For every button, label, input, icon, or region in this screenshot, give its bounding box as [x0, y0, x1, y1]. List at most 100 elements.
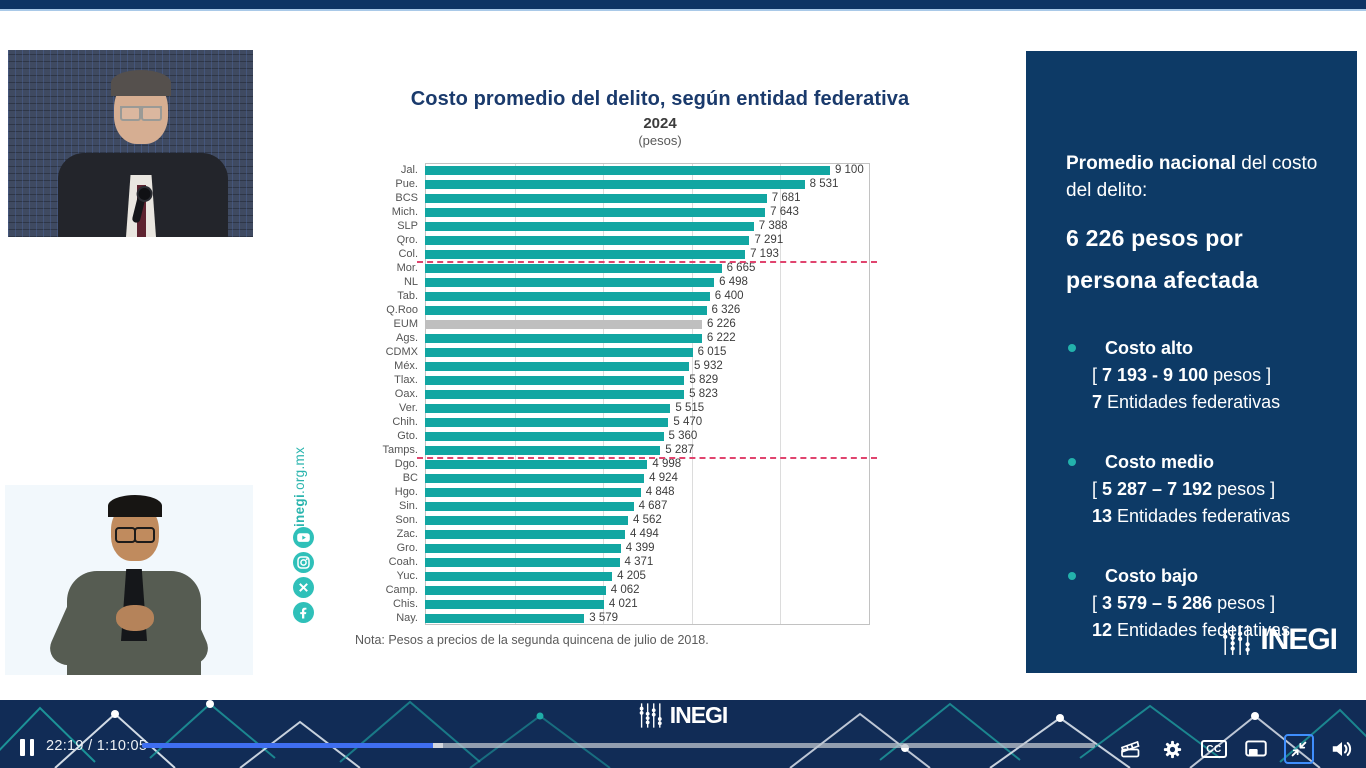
chart-bar-row: Tab. 6 400	[367, 289, 870, 303]
value-label: 5 470	[673, 416, 703, 428]
inegi-watermark: inegi.org.mx	[292, 415, 318, 645]
summary-panel: Promedio nacional del costo del delito: …	[1026, 51, 1357, 673]
chart-bar-row: Son. 4 562	[367, 513, 870, 527]
value-label: 6 498	[719, 276, 748, 288]
category-label: Pue.	[395, 178, 418, 190]
bar	[425, 515, 628, 525]
value-label: 4 562	[633, 514, 662, 526]
inegi-url-vertical-text: inegi.org.mx	[292, 446, 307, 527]
inegi-logo-text: INEGI	[1260, 623, 1338, 656]
value-label: 7 193	[750, 248, 779, 260]
chart-bar-row: Hgo. 4 848	[367, 485, 870, 499]
value-label: 6 326	[711, 304, 741, 316]
category-label: Dgo.	[394, 458, 418, 470]
chart-bar-row: Sin. 4 687	[367, 499, 870, 513]
bullet-icon	[1068, 571, 1076, 580]
bar	[425, 487, 641, 497]
bar-rows: Jal. 9 100 Pue. 8 531 BCS 7 681 Mich. 7 643 SLP 7…	[367, 163, 870, 625]
bar	[425, 613, 585, 623]
volume-icon[interactable]	[1328, 735, 1356, 763]
chart-bar-row: Jal. 9 100	[367, 163, 870, 177]
chart-subtitle-year: 2024	[643, 115, 677, 132]
closed-captions-icon[interactable]: CC	[1200, 735, 1228, 763]
category-label: Hgo.	[394, 486, 418, 498]
bar	[425, 305, 707, 315]
value-label: 4 371	[624, 556, 654, 568]
national-average-intro: Promedio nacional del costo del delito:	[1066, 153, 1318, 201]
bullet-costo-medio: Costo medio [ 5 287 – 7 192 pesos ] 13 E…	[1066, 449, 1323, 530]
bullet-icon	[1068, 343, 1076, 352]
seek-bar[interactable]	[142, 743, 1095, 748]
seek-progress	[142, 743, 433, 748]
bullet-icon	[1068, 457, 1076, 466]
presenter-glasses	[120, 106, 162, 121]
category-label: Qro.	[396, 234, 418, 246]
bar	[425, 473, 645, 483]
chart-bar-row: BCS 7 681	[367, 191, 870, 205]
chart-bar-row: Oax. 5 823	[367, 387, 870, 401]
value-label: 4 687	[638, 500, 668, 512]
category-label: Sin.	[399, 500, 418, 512]
bar	[425, 417, 669, 427]
chart-bar-row: Mich. 7 643	[367, 205, 870, 219]
time-display: 22:19 / 1:10:05	[46, 738, 148, 754]
chart-bar-row: Ags. 6 222	[367, 331, 870, 345]
exit-fullscreen-button[interactable]	[1284, 734, 1314, 764]
value-label: 6 015	[697, 346, 727, 358]
value-label: 5 823	[689, 388, 718, 400]
bar	[425, 445, 661, 455]
category-label: Ver.	[399, 402, 418, 414]
category-label: Tlax.	[394, 374, 418, 386]
picture-in-picture-icon[interactable]	[1242, 735, 1270, 763]
chart-bar-row: Tamps. 5 287	[367, 443, 870, 457]
chart-bar-row: Dgo. 4 998	[367, 457, 870, 471]
category-label: Chis.	[392, 598, 418, 610]
category-label: BCS	[395, 192, 418, 204]
bar	[425, 277, 715, 287]
group-divider-line	[417, 457, 877, 459]
category-label: Camp.	[385, 584, 418, 596]
chart-bar-row: Gto. 5 360	[367, 429, 870, 443]
chart-bar-row: Ver. 5 515	[367, 401, 870, 415]
category-label: Mor.	[396, 262, 418, 274]
player-bottom-bar: INEGI 22:19 / 1:10:05	[0, 700, 1366, 768]
bar	[425, 431, 664, 441]
category-label: Son.	[395, 514, 418, 526]
value-label: 4 998	[652, 458, 682, 470]
facebook-icon	[293, 602, 314, 623]
category-label: Q.Roo	[386, 304, 418, 316]
value-label: 6 226	[707, 318, 736, 330]
category-label: Col.	[398, 248, 418, 260]
chart-bar-row: Chis. 4 021	[367, 597, 870, 611]
settings-gear-icon[interactable]	[1158, 735, 1186, 763]
chart-bar-row: EUM 6 226	[367, 317, 870, 331]
presenter-hair	[111, 70, 171, 96]
inegi-logo-bottom: INEGI	[0, 702, 1366, 729]
bar	[425, 235, 750, 245]
chart-title: Costo promedio del delito, según entidad…	[410, 88, 910, 110]
x-icon	[293, 577, 314, 598]
value-label: 9 100	[834, 164, 864, 176]
bar-chart: Jal. 9 100 Pue. 8 531 BCS 7 681 Mich. 7 643 SLP 7…	[367, 163, 877, 625]
category-label: Zac.	[396, 528, 418, 540]
bar	[425, 207, 766, 217]
interpreter-hands	[116, 605, 154, 631]
chart-bar-row: Nay. 3 579	[367, 611, 870, 625]
bar	[425, 403, 671, 413]
clip-icon[interactable]	[1116, 735, 1144, 763]
value-label: 4 062	[610, 584, 640, 596]
value-label: 7 291	[754, 234, 784, 246]
presenter-video-thumbnail	[8, 50, 253, 237]
inegi-abacus-icon	[1223, 625, 1251, 655]
seek-buffer	[432, 743, 443, 748]
chart-bar-row: SLP 7 388	[367, 219, 870, 233]
chart-bar-row: Mor. 6 665	[367, 261, 870, 275]
chart-bar-row: Camp. 4 062	[367, 583, 870, 597]
bar	[425, 179, 805, 189]
chart-bar-row: Qro. 7 291	[367, 233, 870, 247]
chart-bar-row: Pue. 8 531	[367, 177, 870, 191]
value-label: 5 360	[668, 430, 698, 442]
pause-button[interactable]	[16, 736, 38, 758]
group-divider-line	[417, 261, 877, 263]
bullet-costo-bajo: Costo bajo [ 3 579 – 5 286 pesos ] 12 En…	[1066, 563, 1323, 644]
